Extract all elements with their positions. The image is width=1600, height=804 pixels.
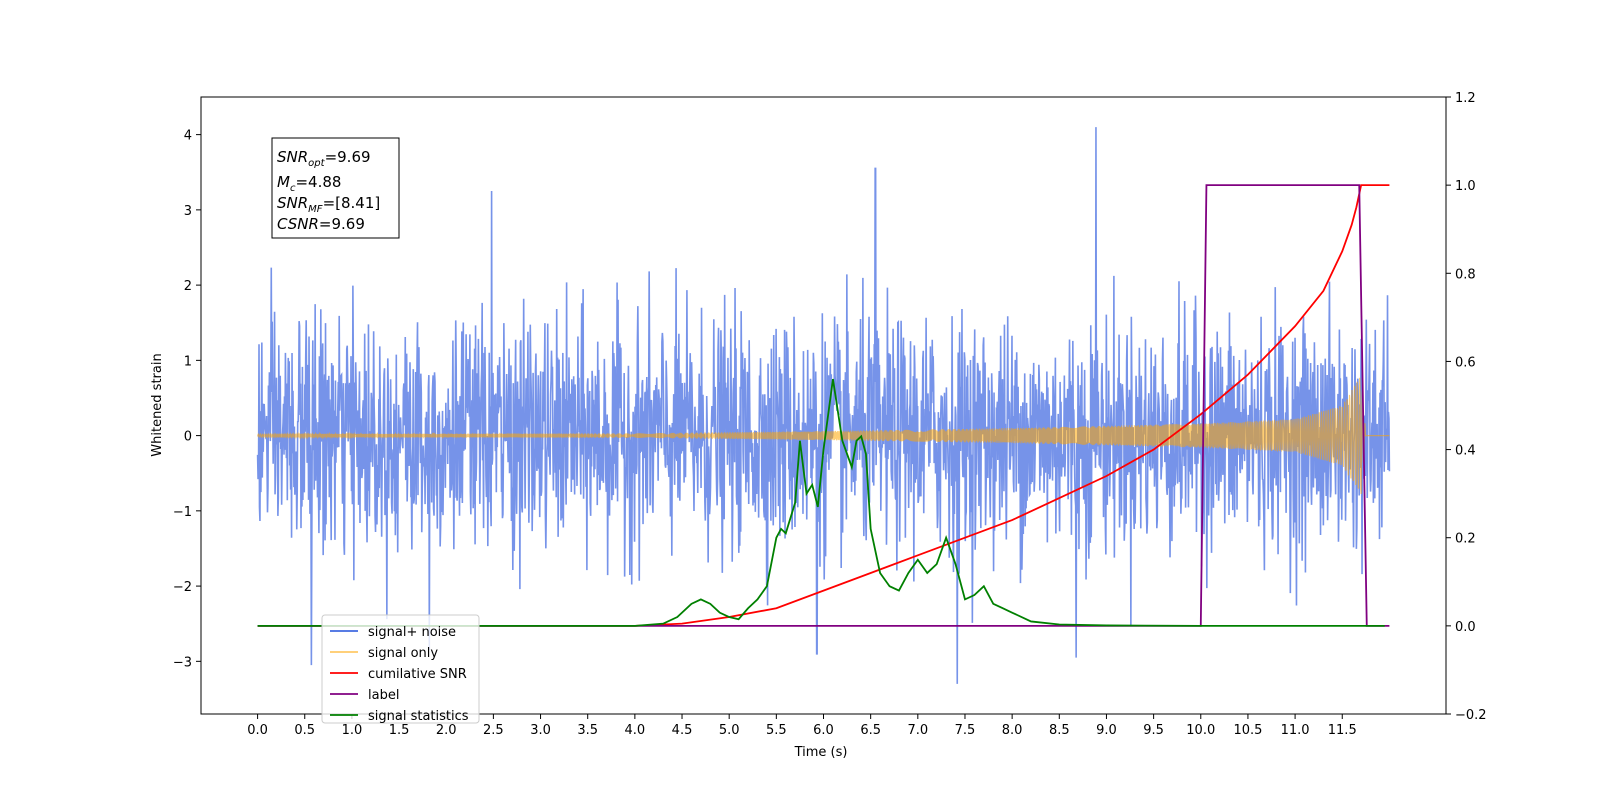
x-tick-label: 6.5 — [860, 723, 881, 738]
legend-label: cumilative SNR — [368, 667, 467, 682]
signal-statistics-line — [257, 378, 1385, 627]
axes — [196, 96, 1451, 719]
x-tick-label: 7.5 — [955, 723, 976, 738]
x-tick-label: 1.0 — [342, 723, 363, 738]
x-tick-label: 11.0 — [1281, 723, 1310, 738]
x-tick-label: 10.5 — [1233, 723, 1262, 738]
legend-label: label — [368, 688, 399, 703]
y2-tick-label: 0.4 — [1455, 444, 1476, 459]
y2-tick-label: 1.2 — [1455, 91, 1476, 106]
legend-label: signal statistics — [368, 709, 469, 724]
mc-value: =4.88 — [295, 173, 341, 191]
y-tick-label: 3 — [184, 204, 192, 219]
y2-tick-label: −0.2 — [1455, 708, 1487, 723]
x-tick-label: 8.5 — [1049, 723, 1070, 738]
x-tick-label: 0.5 — [294, 723, 315, 738]
legend: signal+ noise signal only cumilative SNR la… — [321, 614, 480, 724]
signal-noise-series — [256, 127, 1391, 684]
legend-label: signal only — [368, 646, 438, 661]
snr-mf-line: SNRMF=[8.41] — [277, 194, 380, 215]
mc-line: Mc=4.88 — [277, 173, 341, 194]
x-tick-label: 9.5 — [1143, 723, 1164, 738]
metrics-annotation-box: SNRopt=9.69 Mc=4.88 SNRMF=[8.41] CSNR=9.… — [271, 137, 400, 239]
y-tick-label: 2 — [184, 279, 192, 294]
x-tick-label: 8.0 — [1002, 723, 1023, 738]
x-tick-label: 9.0 — [1096, 723, 1117, 738]
y2-tick-label: 0.8 — [1455, 267, 1476, 282]
y2-tick-label: 0.6 — [1455, 355, 1476, 370]
snr-opt-line: SNRopt=9.69 — [277, 148, 371, 169]
x-tick-label: 4.5 — [672, 723, 693, 738]
y-tick-label: −1 — [173, 505, 192, 520]
y2-tick-label: 0.2 — [1455, 532, 1476, 547]
csnr-line: CSNR=9.69 — [277, 215, 365, 233]
legend-label: signal+ noise — [368, 625, 456, 640]
y-tick-label: 4 — [184, 129, 192, 144]
x-tick-label: 4.0 — [625, 723, 646, 738]
signal-only-series — [257, 377, 1390, 495]
x-tick-label: 5.5 — [766, 723, 787, 738]
legend-frame — [321, 614, 480, 724]
signal-noise-line — [256, 127, 1391, 684]
x-tick-label: 5.0 — [719, 723, 740, 738]
x-tick-label: 2.0 — [436, 723, 457, 738]
signal-only-line — [257, 377, 1390, 495]
signal-statistics-series — [257, 378, 1385, 627]
y-tick-label: 1 — [184, 354, 192, 369]
y-tick-label: −3 — [173, 655, 192, 670]
snr-mf-value: =[8.41] — [323, 194, 381, 212]
x-tick-label: 3.5 — [577, 723, 598, 738]
x-tick-label: 7.0 — [907, 723, 928, 738]
x-tick-label: 1.5 — [389, 723, 410, 738]
x-tick-label: 3.0 — [530, 723, 551, 738]
annotation-frame — [271, 137, 400, 239]
csnr-value: =9.69 — [319, 215, 365, 233]
x-tick-label: 0.0 — [247, 723, 268, 738]
y-tick-label: −2 — [173, 580, 192, 595]
x-tick-label: 11.5 — [1328, 723, 1357, 738]
cumulative-snr-line — [257, 184, 1390, 627]
y-axis-label: Whitened strain — [150, 353, 165, 456]
x-tick-label: 2.5 — [483, 723, 504, 738]
x-tick-label: 6.0 — [813, 723, 834, 738]
tick-labels: 0.0 0.5 1.0 1.5 2.0 2.5 3.0 3.5 4.0 4.5 5.0 5.5 6.0 6… — [173, 91, 1487, 738]
y-tick-label: 0 — [184, 430, 192, 445]
snr-opt-value: =9.69 — [325, 148, 371, 166]
cumulative-snr-series — [257, 184, 1390, 627]
x-tick-label: 10.0 — [1186, 723, 1215, 738]
y2-tick-label: 1.0 — [1455, 179, 1476, 194]
y2-tick-label: 0.0 — [1455, 620, 1476, 635]
x-axis-label: Time (s) — [794, 745, 848, 760]
